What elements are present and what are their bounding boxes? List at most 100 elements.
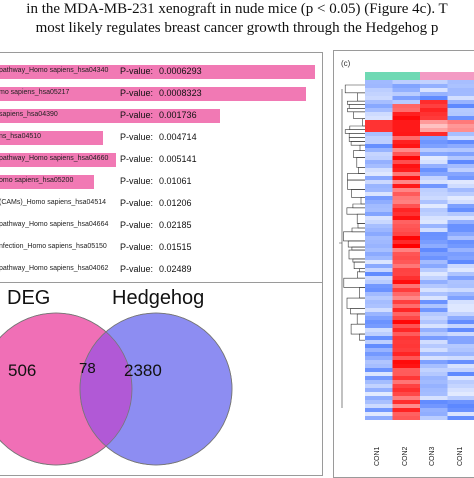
dendrogram-branch bbox=[349, 104, 366, 108]
heatmap-cell bbox=[420, 180, 448, 184]
heatmap-cell bbox=[393, 120, 421, 124]
heatmap-cell bbox=[448, 264, 474, 268]
heatmap-cell bbox=[448, 272, 474, 276]
heatmap-cell bbox=[365, 328, 393, 332]
heatmap-cell bbox=[448, 352, 474, 356]
heatmap-cell bbox=[420, 260, 448, 264]
heatmap-cell bbox=[420, 380, 448, 384]
heatmap-cell bbox=[448, 136, 474, 140]
heatmap-cell bbox=[365, 256, 393, 260]
heatmap-cell bbox=[448, 400, 474, 404]
heatmap-cell bbox=[393, 320, 421, 324]
heatmap-cell bbox=[420, 160, 448, 164]
heatmap-cell bbox=[420, 316, 448, 320]
heatmap-cell bbox=[448, 328, 474, 332]
heatmap-cell bbox=[420, 220, 448, 224]
dendrogram-branch bbox=[347, 298, 366, 308]
dendrogram-branch bbox=[350, 126, 366, 130]
paper-text-line-1: in the MDA-MB-231 xenograft in nude mice… bbox=[0, 1, 474, 18]
heatmap-cell bbox=[365, 132, 393, 136]
heatmap-cell bbox=[420, 408, 448, 412]
heatmap-cell bbox=[393, 244, 421, 248]
heatmap-cell bbox=[420, 168, 448, 172]
heatmap-cell bbox=[365, 412, 393, 416]
heatmap-cell bbox=[448, 360, 474, 364]
heatmap-cell bbox=[393, 248, 421, 252]
heatmap-cell bbox=[393, 108, 421, 112]
heatmap-cell bbox=[448, 416, 474, 420]
heatmap-cell bbox=[365, 108, 393, 112]
heatmap-cell bbox=[393, 300, 421, 304]
heatmap-cell bbox=[393, 116, 421, 120]
enrichment-pathway-label: sapiens_hsa04390 bbox=[0, 111, 58, 118]
pvalue-value: 0.02489 bbox=[159, 264, 192, 274]
dendrogram-branch bbox=[347, 101, 366, 104]
dendrogram-root bbox=[339, 89, 342, 408]
heatmap-cell bbox=[365, 180, 393, 184]
heatmap-cell bbox=[420, 116, 448, 120]
heatmap-cell bbox=[448, 176, 474, 180]
heatmap-cell bbox=[448, 216, 474, 220]
heatmap-cell bbox=[420, 200, 448, 204]
heatmap-cell bbox=[448, 192, 474, 196]
heatmap-cell bbox=[420, 336, 448, 340]
pvalue-key: P-value: bbox=[120, 88, 153, 98]
heatmap-grid bbox=[365, 80, 474, 420]
heatmap-cell bbox=[420, 264, 448, 268]
heatmap-cell bbox=[420, 340, 448, 344]
heatmap-cell bbox=[365, 140, 393, 144]
heatmap-cell bbox=[393, 84, 421, 88]
heatmap-cell bbox=[420, 332, 448, 336]
heatmap-cell bbox=[420, 152, 448, 156]
pvalue-value: 0.01061 bbox=[159, 176, 192, 186]
heatmap-cell bbox=[420, 120, 448, 124]
heatmap-cell bbox=[448, 196, 474, 200]
heatmap-cell bbox=[448, 80, 474, 84]
dendrogram-branch bbox=[345, 85, 366, 93]
heatmap-cell bbox=[365, 316, 393, 320]
heatmap-cell bbox=[448, 104, 474, 108]
heatmap-cell bbox=[448, 108, 474, 112]
heatmap-cell bbox=[448, 128, 474, 132]
heatmap-cell bbox=[365, 276, 393, 280]
pvalue-key: P-value: bbox=[120, 242, 153, 252]
heatmap-cell bbox=[448, 288, 474, 292]
heatmap-column-label: CON1 bbox=[457, 447, 464, 466]
venn-label-deg: DEG bbox=[7, 287, 50, 310]
heatmap-cell bbox=[393, 412, 421, 416]
pvalue-key: P-value: bbox=[120, 198, 153, 208]
heatmap-cell bbox=[365, 192, 393, 196]
heatmap-cell bbox=[420, 416, 448, 420]
heatmap-cell bbox=[420, 196, 448, 200]
heatmap-cell bbox=[420, 392, 448, 396]
heatmap-cell bbox=[365, 136, 393, 140]
heatmap-cell bbox=[393, 324, 421, 328]
heatmap-cell bbox=[393, 100, 421, 104]
heatmap-cell bbox=[420, 92, 448, 96]
heatmap-cell bbox=[420, 372, 448, 376]
heatmap-cell bbox=[393, 380, 421, 384]
heatmap-cell bbox=[393, 356, 421, 360]
heatmap-cell bbox=[365, 320, 393, 324]
heatmap-cell bbox=[448, 368, 474, 372]
enrichment-pathway-label: pathway_Homo sapiens_hsa04062 bbox=[0, 265, 108, 272]
heatmap-cell bbox=[365, 404, 393, 408]
heatmap-cell bbox=[365, 292, 393, 296]
heatmap-cell bbox=[393, 236, 421, 240]
heatmap-cell bbox=[448, 204, 474, 208]
heatmap-cell bbox=[448, 220, 474, 224]
heatmap-cell bbox=[448, 348, 474, 352]
heatmap-cell bbox=[420, 124, 448, 128]
heatmap-cell bbox=[420, 400, 448, 404]
venn-diagram bbox=[0, 283, 324, 477]
heatmap-cell bbox=[393, 328, 421, 332]
heatmap-cell bbox=[448, 152, 474, 156]
heatmap-cell bbox=[365, 188, 393, 192]
heatmap-cell bbox=[393, 184, 421, 188]
heatmap-cell bbox=[365, 288, 393, 292]
heatmap-cell bbox=[448, 228, 474, 232]
heatmap-cell bbox=[365, 312, 393, 316]
